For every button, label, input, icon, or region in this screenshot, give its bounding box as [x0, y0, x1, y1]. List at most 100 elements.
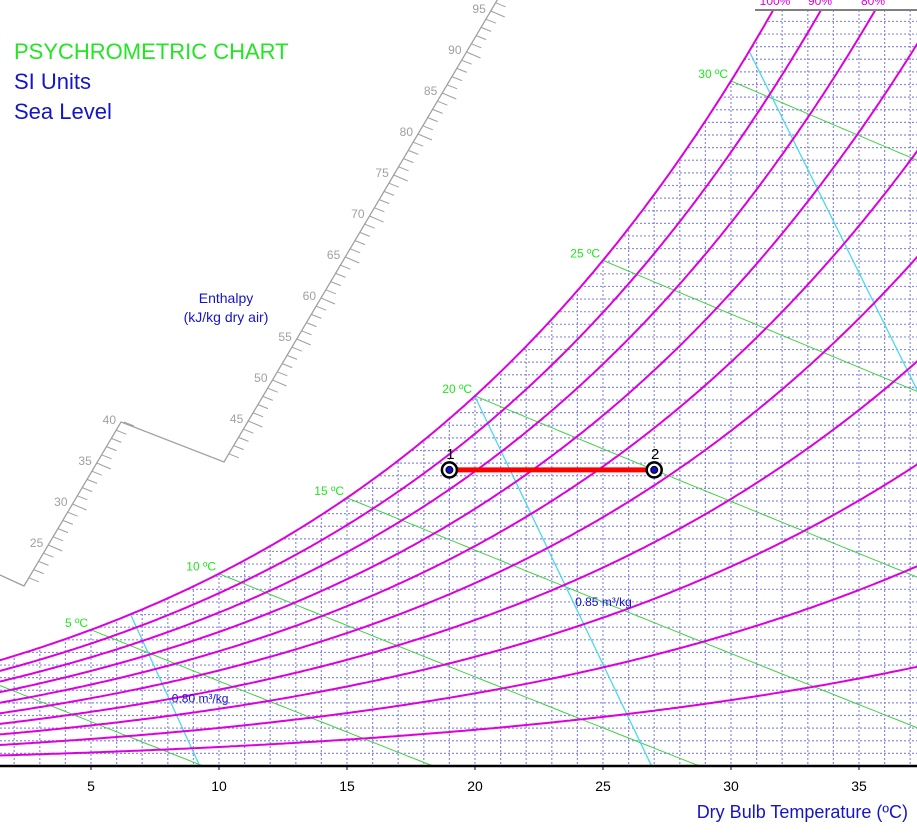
enthalpy-tick — [248, 420, 263, 428]
enthalpy-tick — [388, 182, 400, 188]
rh-label: 90% — [808, 0, 832, 8]
enthalpy-tick — [91, 470, 103, 476]
rh-label: 100% — [760, 0, 791, 8]
enthalpy-tick — [480, 26, 492, 32]
enthalpy-tick — [476, 35, 487, 41]
enthalpy-tick — [325, 289, 337, 295]
specific-volume-line — [474, 396, 653, 766]
enthalpy-tick — [96, 462, 111, 470]
enthalpy-tick-label: 80 — [400, 125, 414, 139]
enthalpy-tick — [86, 478, 98, 484]
x-tick-label: 30 — [723, 778, 739, 794]
enthalpy-tick — [345, 256, 360, 264]
enthalpy-tick-label: 95 — [472, 2, 486, 16]
enthalpy-tick — [311, 313, 322, 319]
rh-curve-10 — [0, 665, 917, 757]
wet-bulb-line-10 — [218, 573, 701, 766]
specific-volume-label: 0.85 m³/kg — [575, 595, 632, 609]
enthalpy-tick — [374, 207, 385, 213]
enthalpy-tick — [306, 322, 317, 328]
state-point-label: 2 — [651, 446, 659, 463]
enthalpy-tick — [272, 379, 287, 387]
enthalpy-tick — [52, 536, 64, 542]
state-point-dot — [650, 465, 659, 474]
enthalpy-units: (kJ/kg dry air) — [184, 309, 269, 325]
enthalpy-tick — [417, 133, 433, 141]
rh-curve-60 — [0, 149, 917, 704]
enthalpy-tick-label: 35 — [78, 454, 92, 468]
x-axis: 5 10 15 20 25 30 35 Dry Bulb Temperature (ºC) — [0, 764, 917, 822]
rh-curve-40 — [0, 360, 917, 725]
enthalpy-tick — [320, 297, 336, 305]
enthalpy-tick — [456, 67, 467, 73]
enthalpy-tick — [335, 272, 346, 278]
relative-humidity-curves — [0, 10, 917, 757]
enthalpy-tick — [228, 453, 240, 459]
enthalpy-title: Enthalpy — [199, 290, 253, 306]
enthalpy-tick — [408, 149, 419, 155]
enthalpy-tick — [233, 445, 244, 451]
x-axis-title: Dry Bulb Temperature (ºC) — [697, 802, 908, 822]
enthalpy-tick — [38, 560, 49, 566]
enthalpy-tick — [267, 387, 278, 393]
wet-bulb-label: 20 ºC — [442, 382, 472, 396]
enthalpy-tick — [422, 125, 434, 131]
enthalpy-tick — [28, 577, 40, 583]
enthalpy-tick — [77, 495, 88, 501]
enthalpy-scale: 25 30 35 40 45 50 55 60 65 70 75 80 85 90 95 Enthalpy (k… — [0, 0, 506, 587]
enthalpy-tick — [243, 428, 254, 434]
enthalpy-tick — [315, 305, 327, 311]
rh-curve-70 — [0, 42, 917, 694]
chart-title: PSYCHROMETRIC CHART — [14, 39, 289, 64]
enthalpy-tick — [471, 43, 482, 49]
enthalpy-tick — [354, 240, 366, 246]
enthalpy-tick — [437, 100, 448, 106]
enthalpy-tick — [451, 76, 463, 82]
enthalpy-tick — [301, 330, 312, 336]
enthalpy-tick — [48, 544, 63, 552]
enthalpy-tick — [123, 421, 135, 427]
wet-bulb-label: 10 ºC — [186, 560, 216, 574]
enthalpy-tick — [291, 346, 303, 352]
wet-bulb-label: 15 ºC — [314, 484, 344, 498]
enthalpy-tick — [403, 158, 414, 164]
wet-bulb-label: 5 ºC — [65, 616, 88, 630]
enthalpy-tick — [252, 412, 264, 418]
enthalpy-tick-label: 60 — [303, 289, 317, 303]
enthalpy-tick — [340, 264, 351, 270]
enthalpy-tick — [257, 404, 269, 410]
enthalpy-tick — [495, 2, 506, 8]
altitude-label: Sea Level — [14, 99, 112, 124]
enthalpy-tick — [101, 454, 112, 460]
enthalpy-tick — [412, 141, 424, 147]
enthalpy-tick — [111, 437, 122, 443]
enthalpy-tick-label: 65 — [327, 248, 341, 262]
enthalpy-tick — [57, 528, 69, 534]
x-tick-label: 5 — [87, 778, 95, 794]
enthalpy-tick — [296, 338, 311, 346]
x-tick-label: 25 — [595, 778, 611, 794]
enthalpy-tick — [369, 215, 384, 223]
enthalpy-tick — [67, 511, 78, 517]
enthalpy-tick — [43, 552, 54, 558]
state-point-label: 1 — [446, 446, 454, 463]
wet-bulb-line-25 — [602, 259, 917, 392]
x-tick-label: 15 — [339, 778, 355, 794]
specific-volume-label: 0.80 m³/kg — [172, 691, 229, 705]
specific-volume-lines — [130, 51, 917, 766]
enthalpy-tick — [282, 363, 293, 369]
specific-volume-line — [748, 51, 917, 392]
enthalpy-tick — [106, 446, 117, 452]
enthalpy-tick — [383, 190, 395, 196]
enthalpy-tick-label: 25 — [30, 536, 44, 550]
enthalpy-tick — [72, 503, 87, 511]
enthalpy-tick — [349, 248, 361, 254]
rh-curve-80 — [0, 10, 877, 683]
enthalpy-tick — [364, 223, 375, 229]
enthalpy-tick-label: 85 — [424, 84, 438, 98]
rh-label: 80% — [861, 0, 885, 8]
rh-curve-90 — [0, 10, 823, 672]
units-label: SI Units — [14, 69, 92, 94]
enthalpy-tick — [238, 436, 249, 442]
